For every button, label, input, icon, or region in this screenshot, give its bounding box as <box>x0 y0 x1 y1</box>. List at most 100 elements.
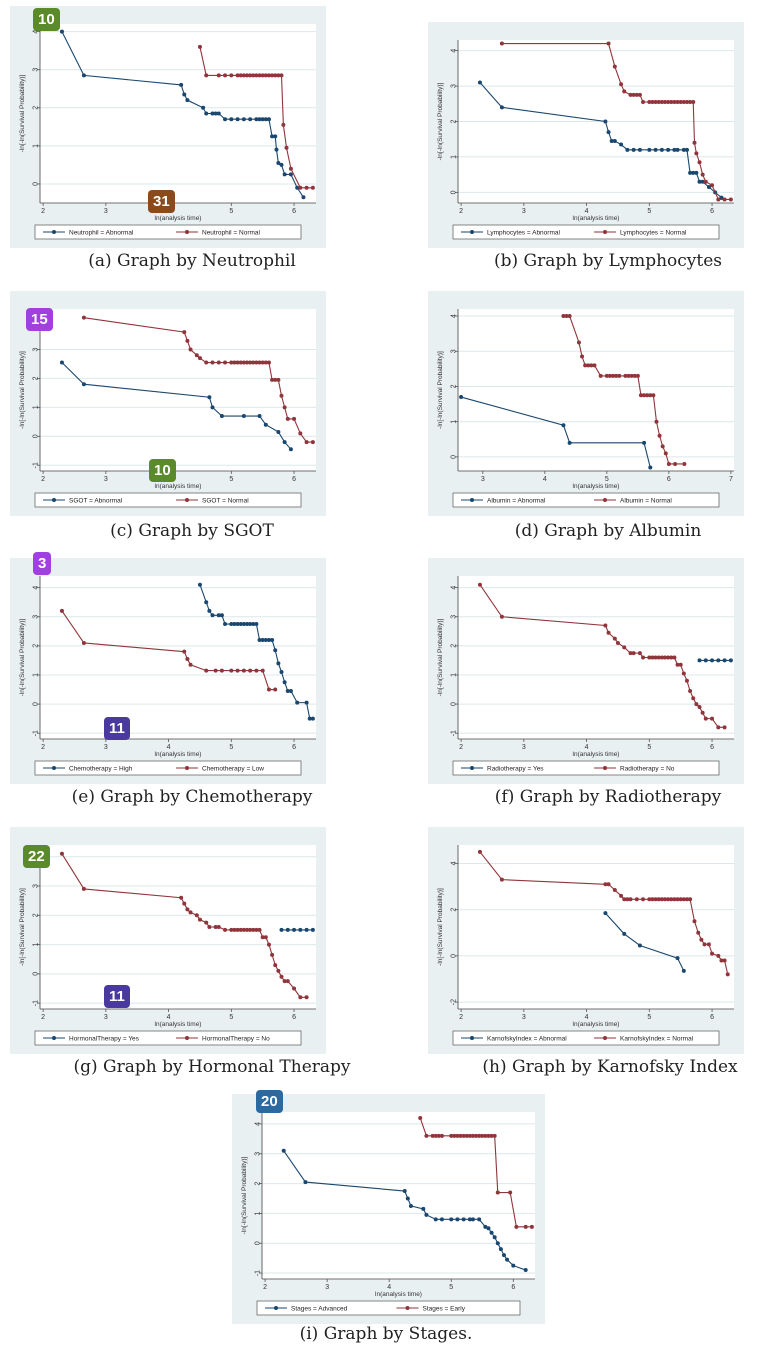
x-tick-label: 2 <box>41 744 45 751</box>
data-point <box>284 145 289 150</box>
y-tick-label: 0 <box>33 972 40 976</box>
data-point <box>637 147 642 152</box>
data-point <box>266 73 271 78</box>
data-point <box>606 130 611 135</box>
data-point <box>263 360 268 365</box>
data-point <box>666 100 671 105</box>
data-point <box>653 100 658 105</box>
x-tick-label: 6 <box>511 1284 515 1291</box>
data-point <box>273 687 278 692</box>
data-point <box>263 935 268 940</box>
y-axis-label: -ln[-ln(Survival Probability)] <box>19 618 26 696</box>
data-point <box>607 373 612 378</box>
legend-swatch-marker <box>52 1036 56 1040</box>
data-point <box>703 658 708 663</box>
data-point <box>301 195 306 200</box>
x-tick-label: 4 <box>167 744 171 751</box>
data-point <box>257 927 262 932</box>
x-tick-label: 5 <box>647 208 651 215</box>
data-point <box>455 1217 460 1222</box>
data-point <box>634 897 639 902</box>
data-point <box>659 100 664 105</box>
data-point <box>257 117 262 122</box>
data-point <box>260 935 265 940</box>
data-point <box>642 440 647 445</box>
x-tick-label: 5 <box>229 744 233 751</box>
data-point <box>666 147 671 152</box>
y-tick-label: 4 <box>33 586 40 590</box>
data-point <box>241 414 246 419</box>
data-point <box>606 41 611 46</box>
data-point <box>210 405 215 410</box>
data-point <box>310 185 315 190</box>
data-point <box>682 461 687 466</box>
legend-entry-label: KarnofskyIndex = Normal <box>620 1035 694 1042</box>
data-point <box>213 668 218 673</box>
data-point <box>213 111 218 116</box>
data-point <box>696 930 701 935</box>
data-point <box>672 897 677 902</box>
y-tick-label: 0 <box>451 954 458 958</box>
y-tick-label: 1 <box>451 155 458 159</box>
data-point <box>223 73 228 78</box>
data-point <box>229 360 234 365</box>
data-point <box>495 1241 500 1246</box>
data-point <box>81 886 86 891</box>
y-tick-label: 1 <box>451 673 458 677</box>
legend-entry-label: Chemotherapy = Low <box>202 765 264 772</box>
data-point <box>303 1180 308 1185</box>
data-point <box>592 363 597 368</box>
legend-swatch-marker <box>470 1036 474 1040</box>
x-tick-label: 2 <box>459 208 463 215</box>
data-point <box>248 622 253 627</box>
y-tick-label: 1 <box>255 1211 262 1215</box>
data-point <box>722 197 727 202</box>
data-point <box>653 655 658 660</box>
data-point <box>480 1133 485 1138</box>
data-point <box>675 897 680 902</box>
data-point <box>241 668 246 673</box>
data-point <box>663 451 668 456</box>
data-point <box>276 429 281 434</box>
y-tick-label: 2 <box>33 913 40 917</box>
data-point <box>223 927 228 932</box>
legend-entry-label: Stages = Early <box>423 1305 466 1312</box>
data-point <box>248 668 253 673</box>
x-tick-label: 4 <box>543 476 547 483</box>
data-point <box>310 440 315 445</box>
legend-box <box>34 1030 302 1046</box>
data-point <box>477 1133 482 1138</box>
data-point <box>691 696 696 701</box>
data-point <box>561 423 566 428</box>
y-tick-label: -1 <box>255 1270 262 1276</box>
chart-panel-h: -2 0 2 4 2 3 4 5 6 ln(analysis time) -ln[-ln(Survi… <box>428 827 744 1054</box>
data-point <box>288 688 293 693</box>
data-point <box>523 1268 528 1273</box>
data-point <box>295 185 300 190</box>
chart-background: -2 0 2 4 2 3 4 5 6 ln(analysis time) -ln[-ln(Survi… <box>428 827 744 1054</box>
data-point <box>637 92 642 97</box>
data-point <box>251 73 256 78</box>
x-tick-label: 5 <box>449 1284 453 1291</box>
plot-area <box>458 309 734 471</box>
y-tick-label: 2 <box>451 644 458 648</box>
data-point <box>185 656 190 661</box>
data-point <box>418 1115 423 1120</box>
data-point <box>710 716 715 721</box>
x-tick-label: 7 <box>729 476 733 483</box>
data-point <box>631 92 636 97</box>
x-tick-label: 2 <box>459 744 463 751</box>
data-point <box>669 897 674 902</box>
data-point <box>619 142 624 147</box>
data-point <box>245 622 249 627</box>
data-point <box>276 661 281 666</box>
data-point <box>266 942 271 947</box>
data-point <box>282 405 287 410</box>
data-point <box>304 700 309 705</box>
chart-background: -1 0 1 2 3 4 2 3 4 5 6 ln(analysis time) -ln[-ln(Sur… <box>232 1094 545 1324</box>
data-point <box>204 73 209 78</box>
data-point <box>611 373 616 378</box>
plot-area <box>40 576 316 739</box>
figure-caption: (d) Graph by Albumin <box>514 521 702 541</box>
